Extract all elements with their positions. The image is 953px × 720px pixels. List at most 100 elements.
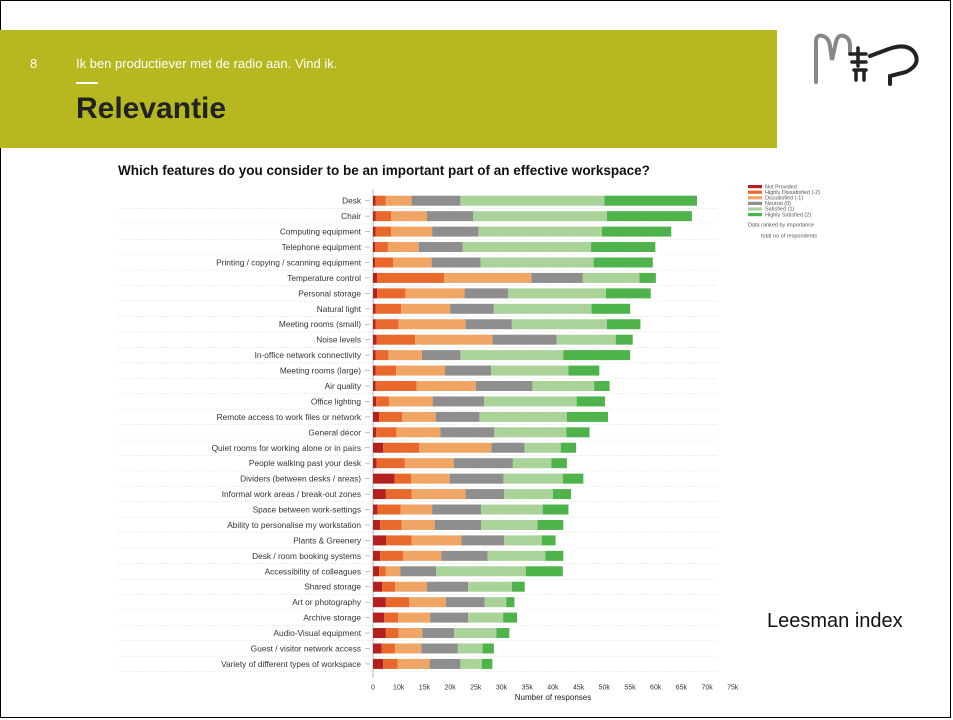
category-label: Shared storage [304, 582, 361, 592]
bar-segment [503, 612, 517, 623]
bar-segment [511, 581, 525, 592]
bar-segment [373, 550, 381, 561]
bar-segment [427, 581, 469, 592]
bar-segment [385, 597, 409, 608]
bar-segment [421, 350, 461, 361]
bar-segment [405, 288, 465, 299]
bar-segment [373, 597, 386, 608]
bar-segment [381, 643, 396, 654]
bar-segment [450, 303, 494, 314]
bar-segment [397, 658, 430, 669]
bar-segment [604, 195, 697, 206]
bar-segment [484, 396, 577, 407]
bar-segment [496, 628, 510, 639]
bar-segment [382, 581, 396, 592]
category-label: In-office network connectivity [255, 350, 362, 360]
bar-segment [415, 334, 493, 345]
bar-segment [394, 473, 412, 484]
bar-segment [391, 226, 433, 237]
bar-segment [457, 643, 483, 654]
bar-segment [541, 535, 556, 546]
category-label: Meeting rooms (large) [280, 366, 361, 376]
bar-segment [421, 643, 458, 654]
legend-note: Data ranked by importance [748, 223, 814, 229]
x-tick-label: 20k [444, 685, 456, 692]
bar-segment [385, 566, 401, 577]
bar-segment [503, 473, 563, 484]
bar-segment [386, 535, 412, 546]
bar-segment [427, 211, 474, 222]
category-label: Personal storage [298, 288, 361, 298]
x-tick-label: 60k [650, 685, 662, 692]
category-label: Chair [341, 211, 361, 221]
x-tick-label: 25k [470, 685, 482, 692]
logo [814, 33, 919, 86]
bar-segment [396, 365, 445, 376]
bar-segment [393, 257, 432, 268]
legend-label: Dissatisfied (-1) [765, 196, 803, 202]
slide-number: 8 [30, 56, 38, 71]
bar-segment [568, 365, 600, 376]
bar-segment [506, 597, 515, 608]
category-label: Remote access to work files or network [217, 412, 362, 422]
bar-segment [416, 381, 476, 391]
bar-segment [401, 303, 451, 314]
category-label: Archive storage [303, 613, 361, 623]
bar-segment [373, 396, 377, 407]
bar-segment [607, 319, 641, 330]
category-label: Accessibility of colleagues [265, 566, 361, 576]
x-tick-label: 0 [371, 685, 375, 692]
bar-segment [504, 489, 553, 500]
category-label: Desk / room booking systems [252, 551, 361, 561]
x-tick-label: 55k [624, 685, 636, 692]
bar-segment [562, 473, 584, 484]
bar-segment [460, 658, 483, 669]
legend-label: Satisfied (1) [765, 207, 795, 213]
bar-segment [373, 489, 386, 500]
bar-segment [542, 504, 569, 515]
bar-segment [441, 550, 488, 561]
category-label: Computing equipment [280, 227, 362, 237]
bar-segment [591, 242, 656, 253]
bar-segment [482, 643, 494, 654]
bar-segment [373, 427, 377, 438]
bar-segment [373, 319, 376, 330]
chart-grid [118, 189, 718, 678]
bar-segment [385, 489, 412, 500]
bar-segment [375, 242, 388, 253]
bar-segment [376, 334, 416, 345]
bar-segment [376, 458, 405, 469]
bar-segment [484, 597, 507, 608]
category-label: Space between work-settings [253, 505, 361, 515]
category-label: Telephone equipment [282, 242, 362, 252]
bar-segment [607, 211, 692, 222]
category-label: Ability to personalise my workstation [227, 520, 361, 530]
bar-segment [400, 566, 437, 577]
bar-segment [375, 195, 386, 206]
bar-segment [566, 427, 590, 438]
category-label: Office lighting [311, 396, 362, 406]
x-tick-labels: 0 10k 15k 20k 25k 30k 35k 40k 45k 50k 55k 60k 65k 70k… [371, 685, 739, 692]
bar-segment [373, 519, 381, 530]
bar-segment [373, 365, 376, 376]
bar-segment [383, 442, 420, 453]
x-tick-label: 50k [599, 685, 611, 692]
bar-segment [373, 272, 378, 283]
category-label: Quiet rooms for working alone or in pair… [212, 443, 361, 453]
bar-segment [375, 226, 391, 237]
chart-bars [373, 195, 697, 669]
bar-segment [566, 411, 609, 422]
x-tick-label: 10k [393, 685, 405, 692]
bar-segment [422, 628, 455, 639]
x-tick-label: 35k [522, 685, 534, 692]
bar-segment [402, 411, 436, 422]
title-divider [76, 82, 98, 84]
category-label: Plants & Greenery [293, 535, 362, 545]
bar-segment [373, 257, 376, 268]
bar-segment [398, 612, 431, 623]
header-band [0, 30, 777, 148]
bar-segment [373, 242, 376, 253]
bar-segment [388, 396, 433, 407]
x-tick-label: 40k [547, 685, 559, 692]
legend-note: total no of respondents [761, 234, 817, 240]
